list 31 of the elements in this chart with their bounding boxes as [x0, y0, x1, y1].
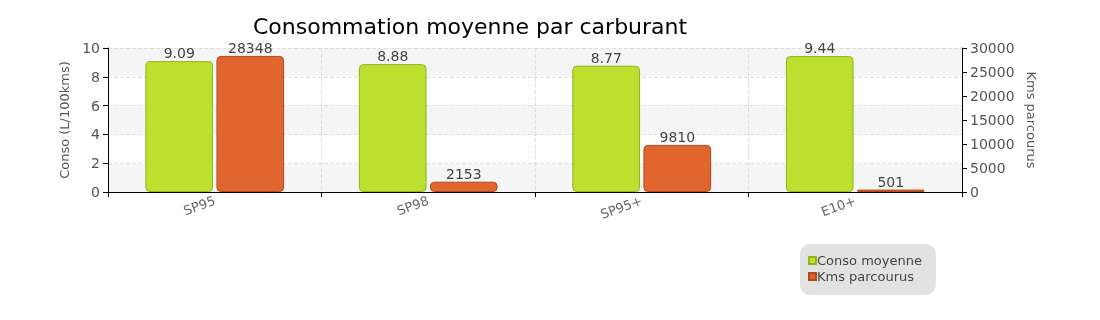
- data-label: 8.88: [377, 48, 409, 65]
- y-tick-label: 0: [91, 184, 100, 200]
- data-label: 2153: [445, 165, 482, 182]
- data-label: 501: [877, 173, 905, 190]
- x-tick-label: E10+: [819, 192, 858, 220]
- y-tick-label: 4: [91, 126, 101, 143]
- y2-tick-label: 20000: [970, 88, 1015, 104]
- chart-title: Consommation moyenne par carburant: [253, 13, 688, 39]
- y-tick-label: 2: [91, 155, 100, 172]
- y-tick-label: 10: [82, 40, 100, 56]
- legend-label: Kms parcourus: [817, 269, 915, 284]
- data-label: 8.77: [590, 49, 622, 66]
- y2-tick-label: 25000: [970, 64, 1015, 80]
- x-tick-label: SP98: [395, 192, 431, 219]
- data-label: 9.44: [804, 40, 836, 57]
- y-tick-label: 8: [91, 68, 100, 85]
- y2-tick-label: 10000: [970, 136, 1015, 152]
- y-axis-title: Conso (L/100kms): [57, 61, 73, 179]
- data-label: 28348: [228, 39, 273, 56]
- y2-tick-label: 30000: [970, 40, 1015, 56]
- legend-label: Conso moyenne: [817, 253, 922, 268]
- y2-tick-label: 0: [970, 184, 979, 200]
- data-label: 9.09: [163, 45, 195, 62]
- data-label: 9810: [659, 128, 696, 145]
- x-tick-label: SP95+: [598, 192, 645, 222]
- x-tick-label: SP95: [181, 192, 218, 219]
- y2-tick-label: 15000: [970, 112, 1015, 128]
- y2-tick-label: 5000: [970, 160, 1006, 176]
- y2-axis-title: Kms parcourus: [1024, 71, 1040, 169]
- y-tick-label: 6: [91, 97, 101, 114]
- bar: [429, 181, 498, 192]
